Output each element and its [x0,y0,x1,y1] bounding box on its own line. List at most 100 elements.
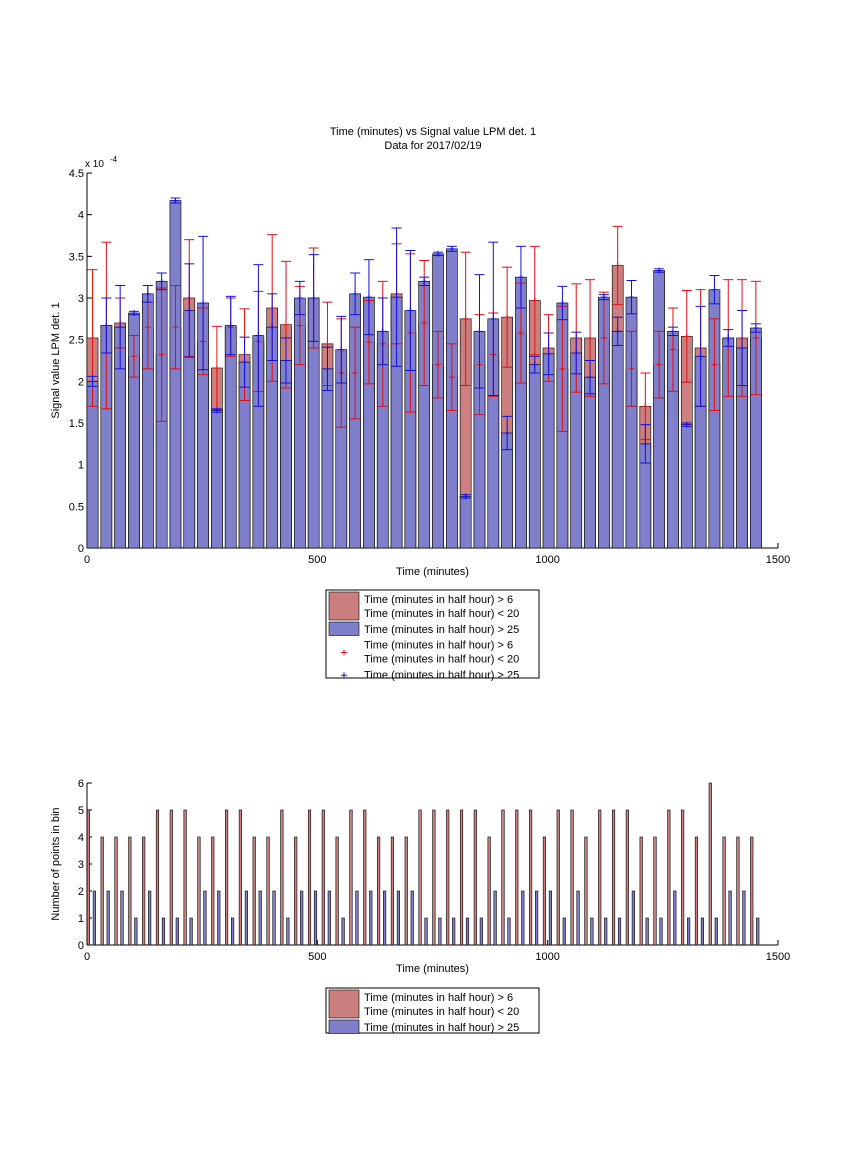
count-bar-blue [272,890,276,946]
x-tick-label: 1000 [535,951,559,963]
errorbar-blue [391,227,402,367]
legend-label-line2: Time (minutes in half hour) < 20 [364,608,519,620]
x-tick-label: 500 [308,554,326,566]
errorbar-blue [488,241,499,396]
count-bar-blue [203,890,207,946]
y-tick-label: 4 [78,832,84,844]
errorbar-red [211,325,222,411]
y-tick-label: 3 [78,859,84,871]
count-bar-red [487,836,491,946]
count-bar-red [432,809,436,946]
count-bar-red [183,809,187,946]
count-bar-red [750,836,754,946]
errorbar-red [460,251,471,386]
count-bar-red [694,836,699,946]
count-bar-red [529,809,533,946]
count-bar-red [390,836,394,946]
errorbar-red [502,266,513,368]
y-tick-label: 3 [78,293,84,305]
count-bar-blue [313,890,318,946]
top-legend: Time (minutes in half hour) > 6 Time (min… [325,589,540,682]
x-tick-label: 0 [84,951,90,963]
errorbar-blue [695,305,706,407]
y-tick-label: 0 [78,543,84,555]
count-bar-red [100,836,104,946]
count-bar-red [653,836,657,946]
count-bar-red [418,809,422,946]
bottom-legend: Time (minutes in half hour) > 6 Time (min… [325,987,540,1034]
y-tick-label: 6 [78,778,84,790]
legend-label-line2: Time (minutes in half hour) < 20 [364,654,519,666]
errorbar-blue [543,332,554,376]
errorbar-blue [267,293,278,361]
count-bar-blue [341,917,345,946]
errorbar-red [709,318,720,411]
errorbar-blue [115,285,126,370]
count-bar-red [598,809,602,946]
legend-label-line2: Time (minutes in half hour) < 20 [364,1006,519,1018]
legend-box [325,589,540,679]
count-bar-red [377,836,381,946]
errorbar-red [654,330,665,399]
errorbar-red [667,307,678,392]
x-tick-label: 1500 [766,951,790,963]
errorbar-blue [626,280,637,315]
count-bar-red [625,809,629,946]
errorbar-red [170,285,181,370]
count-bar-blue [286,917,290,946]
count-bar-red [446,809,450,946]
legend-label: Time (minutes in half hour) > 6 [364,640,513,652]
errorbar-blue [502,415,513,451]
count-bar-red [211,836,215,946]
count-bar-blue [134,917,138,946]
count-bar-red [280,809,284,946]
y-tick-label: 1 [78,460,84,472]
count-bar-blue [452,917,456,946]
errorbar-blue [308,254,319,342]
y-exponent-power: -4 [110,155,118,164]
count-bar-blue [244,890,248,946]
legend-label: Time (minutes in half hour) > 25 [364,670,519,682]
bar-blue [169,200,182,549]
y-tick-label: 0.5 [69,501,84,513]
count-bar-red [584,836,588,946]
errorbar-blue [211,407,222,414]
bar-blue [611,331,624,549]
bar-blue [321,368,334,549]
count-bar-red [611,809,616,946]
errorbar-blue [557,285,568,321]
bottom-plot: 0 1 2 3 4 5 6 0 500 1000 1500 Time (minutes) Number … [50,778,790,975]
legend-label: Time (minutes in half hour) > 25 [364,1022,519,1034]
count-bar-blue [507,917,511,946]
errorbar-blue [667,326,678,336]
count-bar-red [266,836,270,946]
count-bar-blue [175,917,179,946]
count-bar-blue [189,917,193,946]
count-bar-blue [521,890,525,946]
errorbar-blue [377,297,388,366]
count-bar-red [681,809,685,946]
count-bar-blue [161,917,166,946]
errorbar-blue [336,315,347,384]
errorbar-blue [322,346,333,391]
y-tick-label: 3.5 [69,251,84,263]
legend-patch [328,591,360,621]
count-bar-blue [548,890,552,946]
errorbar-blue [142,285,153,303]
errorbar-blue [598,294,609,301]
errorbar-blue [737,310,748,386]
errorbar-red [350,326,361,420]
errorbar-blue [225,295,236,356]
errorbar-blue [681,421,692,428]
chart-title-line1: Time (minutes) vs Signal value LPM det. … [330,126,536,138]
errorbar-blue [640,424,651,464]
y-tick-label: 2 [78,886,84,898]
count-bar-blue [617,917,622,946]
count-bar-red [722,836,726,946]
errorbar-blue [515,245,526,309]
legend-label: Time (minutes in half hour) > 6 [364,992,513,1004]
x-axis-label: Time (minutes) [396,963,469,975]
bar-blue [542,353,555,549]
errorbar-blue [460,493,471,500]
count-bar-blue [396,890,400,946]
